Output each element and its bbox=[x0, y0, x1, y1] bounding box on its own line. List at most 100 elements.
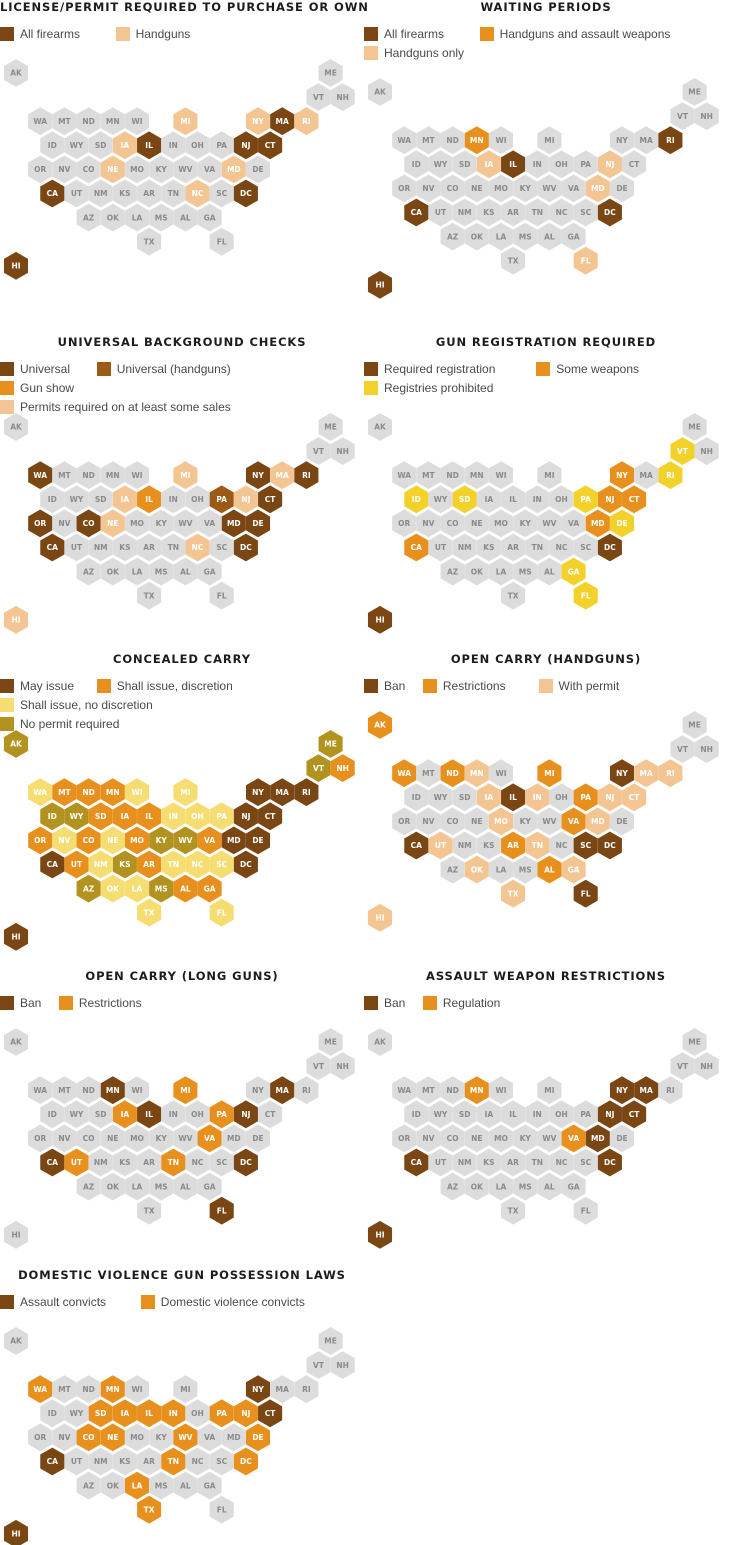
state-label: WI bbox=[131, 471, 142, 480]
state-tile-dc: DC bbox=[233, 533, 258, 562]
state-label: CT bbox=[265, 141, 277, 150]
state-tile-ia: IA bbox=[476, 1100, 501, 1129]
state-tile-id: ID bbox=[40, 485, 65, 514]
state-label: GA bbox=[568, 1182, 580, 1191]
state-hex bbox=[537, 222, 562, 251]
state-hex bbox=[197, 557, 222, 586]
state-hex bbox=[76, 557, 101, 586]
state-label: ID bbox=[412, 793, 421, 802]
state-label: NE bbox=[107, 836, 118, 845]
state-hex bbox=[440, 807, 465, 836]
hex-tile-map: AK ME VT NH WA MT ND MN WI MI NY MA RI ID WY SD IA IL IN OH… bbox=[3, 1327, 355, 1545]
state-hex bbox=[573, 879, 598, 908]
state-hex bbox=[404, 198, 429, 227]
state-tile-tx: TX bbox=[501, 246, 526, 275]
state-hex bbox=[488, 461, 514, 490]
state-hex bbox=[404, 831, 429, 860]
state-hex bbox=[392, 509, 417, 538]
state-label: AK bbox=[374, 1038, 387, 1047]
state-tile-tn: TN bbox=[525, 198, 550, 227]
state-label: NH bbox=[336, 1062, 349, 1071]
state-tile-nm: NM bbox=[88, 850, 113, 879]
state-hex bbox=[392, 759, 417, 788]
state-label: IL bbox=[509, 793, 517, 802]
state-tile-ny: NY bbox=[245, 461, 271, 490]
state-label: CA bbox=[411, 1158, 423, 1167]
state-tile-id: ID bbox=[404, 485, 429, 514]
state-label: AR bbox=[143, 1158, 155, 1167]
state-label: AR bbox=[507, 841, 519, 850]
state-tile-la: LA bbox=[488, 1172, 514, 1201]
state-tile-nj: NJ bbox=[233, 802, 258, 831]
state-label: LA bbox=[132, 884, 143, 893]
state-hex bbox=[440, 222, 465, 251]
state-label: GA bbox=[204, 1481, 216, 1490]
state-hex bbox=[609, 807, 635, 836]
legend-swatch bbox=[115, 27, 130, 41]
state-tile-ny: NY bbox=[609, 461, 635, 490]
state-tile-vt: VT bbox=[670, 1052, 695, 1080]
state-label: MA bbox=[276, 788, 289, 797]
state-hex bbox=[392, 1076, 417, 1105]
state-label: KS bbox=[119, 1457, 130, 1466]
state-tile-ca: CA bbox=[40, 533, 65, 562]
state-label: WA bbox=[397, 769, 411, 778]
state-tile-ks: KS bbox=[112, 179, 137, 208]
state-tile-wi: WI bbox=[488, 1076, 514, 1105]
state-tile-ak: AK bbox=[3, 1028, 29, 1056]
state-label: AZ bbox=[447, 567, 459, 576]
state-tile-ut: UT bbox=[64, 850, 89, 879]
state-tile-wy: WY bbox=[428, 150, 453, 179]
state-tile-al: AL bbox=[537, 222, 562, 251]
state-tile-nd: ND bbox=[440, 759, 465, 788]
state-label: WV bbox=[178, 1134, 192, 1143]
state-tile-ca: CA bbox=[404, 1148, 429, 1177]
state-label: DE bbox=[252, 1433, 263, 1442]
state-hex bbox=[52, 826, 77, 855]
state-hex bbox=[52, 1076, 77, 1105]
state-hex bbox=[100, 1076, 125, 1105]
state-label: AK bbox=[374, 423, 387, 432]
state-tile-wy: WY bbox=[64, 131, 89, 160]
state-hex bbox=[513, 1172, 538, 1201]
state-label: MN bbox=[106, 1086, 120, 1095]
state-label: MS bbox=[519, 232, 532, 241]
state-hex bbox=[318, 1028, 343, 1056]
state-hex bbox=[197, 1124, 222, 1153]
state-label: MI bbox=[180, 1385, 190, 1394]
state-hex bbox=[597, 485, 622, 514]
state-hex bbox=[306, 1052, 331, 1080]
state-label: FL bbox=[217, 908, 227, 917]
state-tile-md: MD bbox=[221, 1423, 246, 1452]
state-tile-ct: CT bbox=[258, 1100, 283, 1129]
state-hex bbox=[112, 802, 137, 831]
state-tile-ia: IA bbox=[476, 485, 501, 514]
state-tile-nh: NH bbox=[330, 1351, 355, 1379]
state-tile-il: IL bbox=[137, 1399, 162, 1428]
state-hex bbox=[245, 826, 271, 855]
state-tile-ny: NY bbox=[245, 1375, 271, 1404]
state-hex bbox=[476, 150, 501, 179]
state-hex bbox=[173, 1172, 198, 1201]
state-tile-ma: MA bbox=[634, 1076, 659, 1105]
state-hex bbox=[609, 126, 635, 155]
legend-label: Assault convicts bbox=[20, 1295, 107, 1309]
state-hex bbox=[197, 1471, 222, 1500]
state-label: NV bbox=[58, 165, 70, 174]
state-label: TX bbox=[144, 237, 155, 246]
state-label: MO bbox=[130, 1433, 144, 1442]
state-tile-in: IN bbox=[161, 1100, 186, 1129]
state-label: IL bbox=[145, 495, 153, 504]
state-hex bbox=[28, 155, 53, 184]
state-tile-or: OR bbox=[28, 1423, 53, 1452]
state-label: RI bbox=[666, 471, 675, 480]
state-tile-ri: RI bbox=[658, 1076, 683, 1105]
state-hex bbox=[488, 222, 514, 251]
state-tile-in: IN bbox=[161, 802, 186, 831]
state-hex bbox=[100, 1471, 125, 1500]
state-hex bbox=[501, 783, 526, 812]
legend-label: Regulation bbox=[442, 996, 501, 1010]
legend-swatch bbox=[0, 717, 14, 731]
state-hex bbox=[585, 1124, 610, 1153]
state-hex bbox=[476, 1148, 501, 1177]
